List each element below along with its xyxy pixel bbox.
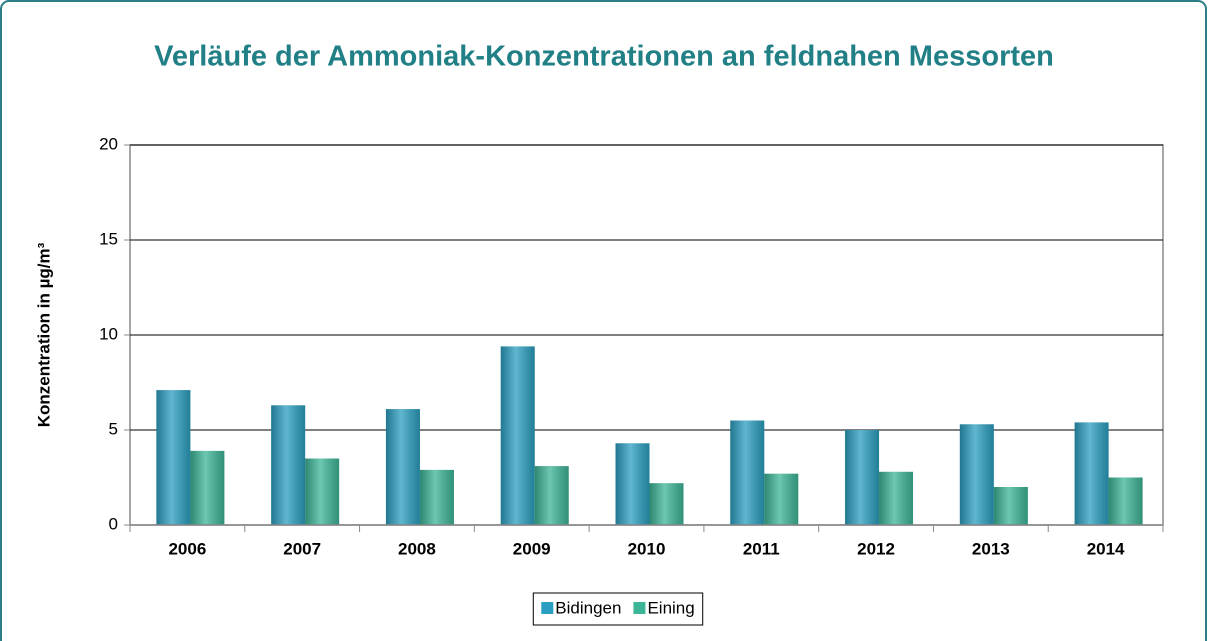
bar-shade bbox=[305, 458, 340, 525]
bar-group bbox=[500, 346, 535, 525]
bar-group bbox=[730, 420, 765, 525]
x-tick-label: 2014 bbox=[1087, 539, 1125, 558]
x-tick-label: 2008 bbox=[398, 539, 436, 558]
bar-group bbox=[271, 405, 306, 525]
x-tick-label: 2012 bbox=[857, 539, 895, 558]
legend-swatch bbox=[541, 602, 554, 614]
chart-title: Verläufe der Ammoniak-Konzentrationen an… bbox=[154, 41, 1054, 73]
bar-shade bbox=[730, 420, 765, 525]
x-tick-label: 2009 bbox=[513, 539, 551, 558]
bar-shade bbox=[649, 483, 684, 525]
bar-group bbox=[1108, 477, 1143, 525]
x-tick-label: 2010 bbox=[628, 539, 666, 558]
bar-group bbox=[534, 466, 569, 525]
bar-group bbox=[845, 430, 880, 525]
bar-group bbox=[764, 473, 799, 525]
bar-group bbox=[156, 390, 191, 525]
legend-label: Bidingen bbox=[555, 598, 621, 617]
bar-group bbox=[993, 487, 1028, 525]
y-tick-label: 0 bbox=[109, 514, 118, 533]
y-tick-label: 20 bbox=[99, 134, 118, 153]
y-tick-label: 5 bbox=[109, 419, 118, 438]
bar-shade bbox=[993, 487, 1028, 525]
bar-group bbox=[649, 483, 684, 525]
y-axis-label: Konzentration in µg/m³ bbox=[34, 242, 53, 427]
bar-shade bbox=[271, 405, 306, 525]
x-tick-label: 2006 bbox=[168, 539, 206, 558]
bar-shade bbox=[156, 390, 191, 525]
y-tick-label: 10 bbox=[99, 324, 118, 343]
legend-label: Eining bbox=[647, 598, 694, 617]
bar-shade bbox=[419, 469, 454, 525]
bar-shade bbox=[1108, 477, 1143, 525]
bar-group bbox=[879, 471, 914, 525]
bar-group bbox=[1074, 422, 1109, 525]
bar-group bbox=[419, 469, 454, 525]
x-tick-label: 2011 bbox=[743, 539, 780, 558]
bar-group bbox=[385, 409, 420, 525]
bar-shade bbox=[500, 346, 535, 525]
bar-shade bbox=[385, 409, 420, 525]
bar-group bbox=[190, 450, 225, 525]
x-tick-label: 2007 bbox=[283, 539, 321, 558]
x-tick-label: 2013 bbox=[972, 539, 1010, 558]
y-tick-label: 15 bbox=[99, 229, 118, 248]
legend: Bidingen Eining bbox=[532, 592, 704, 626]
legend-swatch bbox=[633, 602, 646, 614]
bar-shade bbox=[959, 424, 994, 525]
legend-box bbox=[532, 592, 704, 626]
bar-group bbox=[305, 458, 340, 525]
bar-shade bbox=[879, 471, 914, 525]
bar-shade bbox=[190, 450, 225, 525]
bar-shade bbox=[845, 430, 880, 525]
bar-shade bbox=[1074, 422, 1109, 525]
bar-shade bbox=[615, 443, 650, 525]
bar-group bbox=[615, 443, 650, 525]
bar-shade bbox=[534, 466, 569, 525]
bar-shade bbox=[764, 473, 799, 525]
bar-group bbox=[959, 424, 994, 525]
